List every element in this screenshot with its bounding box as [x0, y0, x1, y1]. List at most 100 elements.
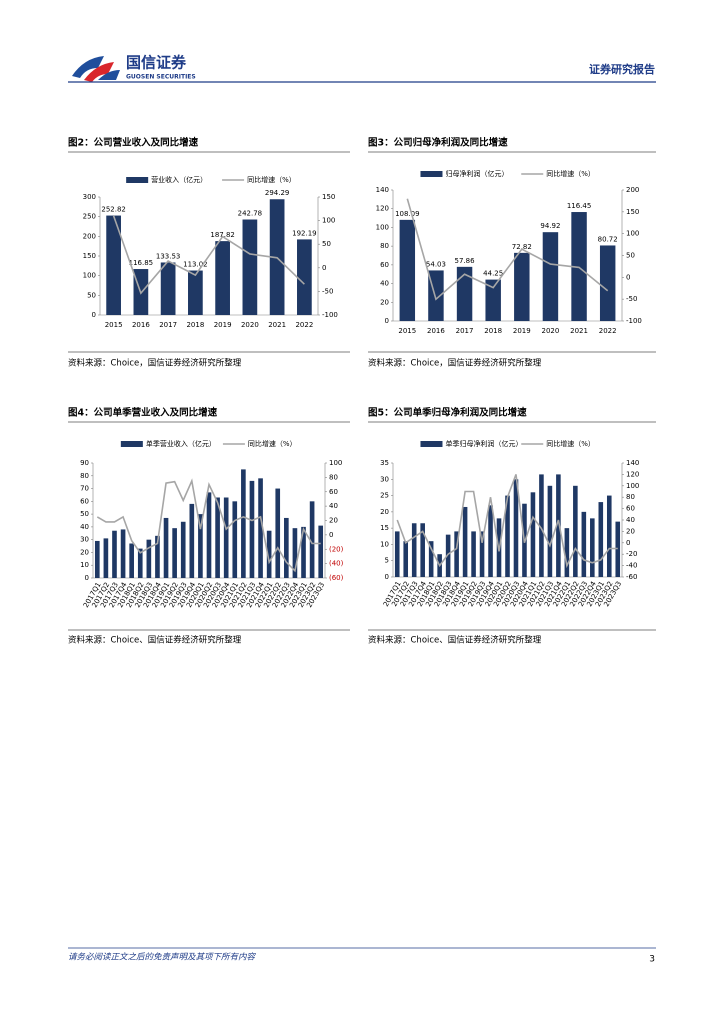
bar [420, 523, 425, 577]
y-tick-label: 5 [385, 557, 389, 565]
bar [485, 279, 501, 321]
bar [556, 474, 561, 577]
line-series [406, 198, 609, 301]
bar [155, 535, 160, 578]
bar [445, 534, 451, 577]
bar [590, 518, 595, 577]
y-tick-label: 10 [80, 561, 89, 569]
x-tick-label: 2017 [456, 327, 474, 335]
bar [301, 526, 306, 578]
x-tick-label: 2021 [570, 327, 588, 335]
y2-tick-label: 100 [322, 217, 335, 225]
y-tick-label: 70 [80, 485, 89, 493]
y-tick-label: 15 [380, 524, 389, 532]
bar [599, 245, 616, 321]
y-tick-label: 60 [380, 261, 389, 269]
y2-tick-label: 150 [322, 193, 335, 201]
y-tick-label: 120 [376, 205, 389, 213]
y2-tick-label: -100 [626, 317, 642, 325]
data-label: 44.25 [483, 270, 503, 278]
x-tick-label: 2020 [241, 321, 259, 329]
x-tick-label: 2015 [398, 327, 416, 335]
figure-title: 图4：公司单季营业收入及同比增速 [68, 407, 218, 419]
data-label: 54.03 [426, 260, 446, 268]
bar [129, 543, 134, 578]
legend-label: 营业收入（亿元） [151, 175, 207, 184]
y2-tick-label: 50 [322, 240, 331, 248]
y-tick-label: 80 [380, 242, 389, 250]
bar [318, 525, 324, 578]
data-label: 113.02 [183, 261, 208, 269]
bar [189, 503, 195, 578]
y2-tick-label: 100 [626, 482, 639, 490]
y-tick-label: 30 [380, 475, 389, 483]
bar [106, 215, 121, 315]
report-type: 证券研究报告 [589, 62, 655, 76]
y2-tick-label: 40 [329, 502, 338, 510]
y-tick-label: 100 [83, 272, 96, 280]
data-label: 80.72 [598, 235, 618, 243]
data-label: 187.82 [210, 231, 235, 239]
y-tick-label: 20 [380, 298, 389, 306]
bar [598, 502, 604, 577]
source: 资料来源：Choice、国信证券经济研究所整理 [368, 635, 542, 646]
y2-tick-label: (20) [329, 545, 344, 553]
bar [403, 541, 409, 577]
y2-tick-label: 20 [626, 527, 635, 535]
bar [232, 501, 238, 578]
bar [215, 497, 220, 578]
bar [160, 262, 176, 315]
bar [399, 219, 416, 321]
x-tick-label: 2022 [295, 321, 313, 329]
bar [146, 539, 152, 578]
y-tick-label: 10 [380, 540, 389, 548]
legend-swatch [420, 171, 443, 177]
bar [309, 501, 315, 578]
bar [180, 521, 186, 578]
y-tick-label: 50 [87, 291, 96, 299]
bar [462, 506, 468, 577]
bar [120, 529, 126, 578]
y-tick-label: 100 [376, 223, 389, 231]
data-label: 133.53 [156, 252, 181, 260]
y-tick-label: 0 [85, 574, 89, 582]
figure-title: 图3：公司归母净利润及同比增速 [368, 137, 508, 149]
data-label: 94.92 [540, 222, 560, 230]
legend-swatch [120, 441, 143, 447]
bar [514, 252, 530, 321]
bar [513, 479, 519, 577]
y-tick-label: 35 [380, 459, 389, 467]
legend-label: 同比增速（%） [546, 439, 595, 448]
y-tick-label: 30 [80, 536, 89, 544]
y-tick-label: 90 [80, 459, 89, 467]
bar [275, 488, 281, 578]
bar [428, 541, 434, 577]
legend-swatch [126, 177, 149, 183]
bar [581, 511, 587, 577]
y2-tick-label: 0 [329, 531, 333, 539]
legend-label: 单季归母净利润（亿元） [445, 439, 522, 448]
y-tick-label: 0 [385, 317, 389, 325]
bar [223, 497, 229, 578]
x-tick-label: 2019 [214, 321, 232, 329]
y2-tick-label: 120 [626, 470, 639, 478]
bar [215, 241, 230, 315]
y2-tick-label: -40 [626, 562, 637, 570]
y2-tick-label: 200 [626, 186, 639, 194]
bar [163, 517, 169, 578]
bar [94, 540, 100, 578]
y2-tick-label: 20 [329, 517, 338, 525]
bar [198, 514, 203, 578]
bar [206, 492, 212, 578]
y2-tick-label: 0 [626, 273, 630, 281]
y-tick-label: 150 [83, 252, 96, 260]
legend-swatch [420, 441, 443, 447]
y-tick-label: 60 [80, 497, 89, 505]
x-tick-label: 2020 [542, 327, 560, 335]
legend-label: 同比增速（%） [248, 439, 297, 448]
data-label: 116.85 [129, 259, 154, 267]
y-tick-label: 300 [83, 193, 96, 201]
line-series [96, 478, 321, 573]
y2-tick-label: 80 [329, 473, 338, 481]
